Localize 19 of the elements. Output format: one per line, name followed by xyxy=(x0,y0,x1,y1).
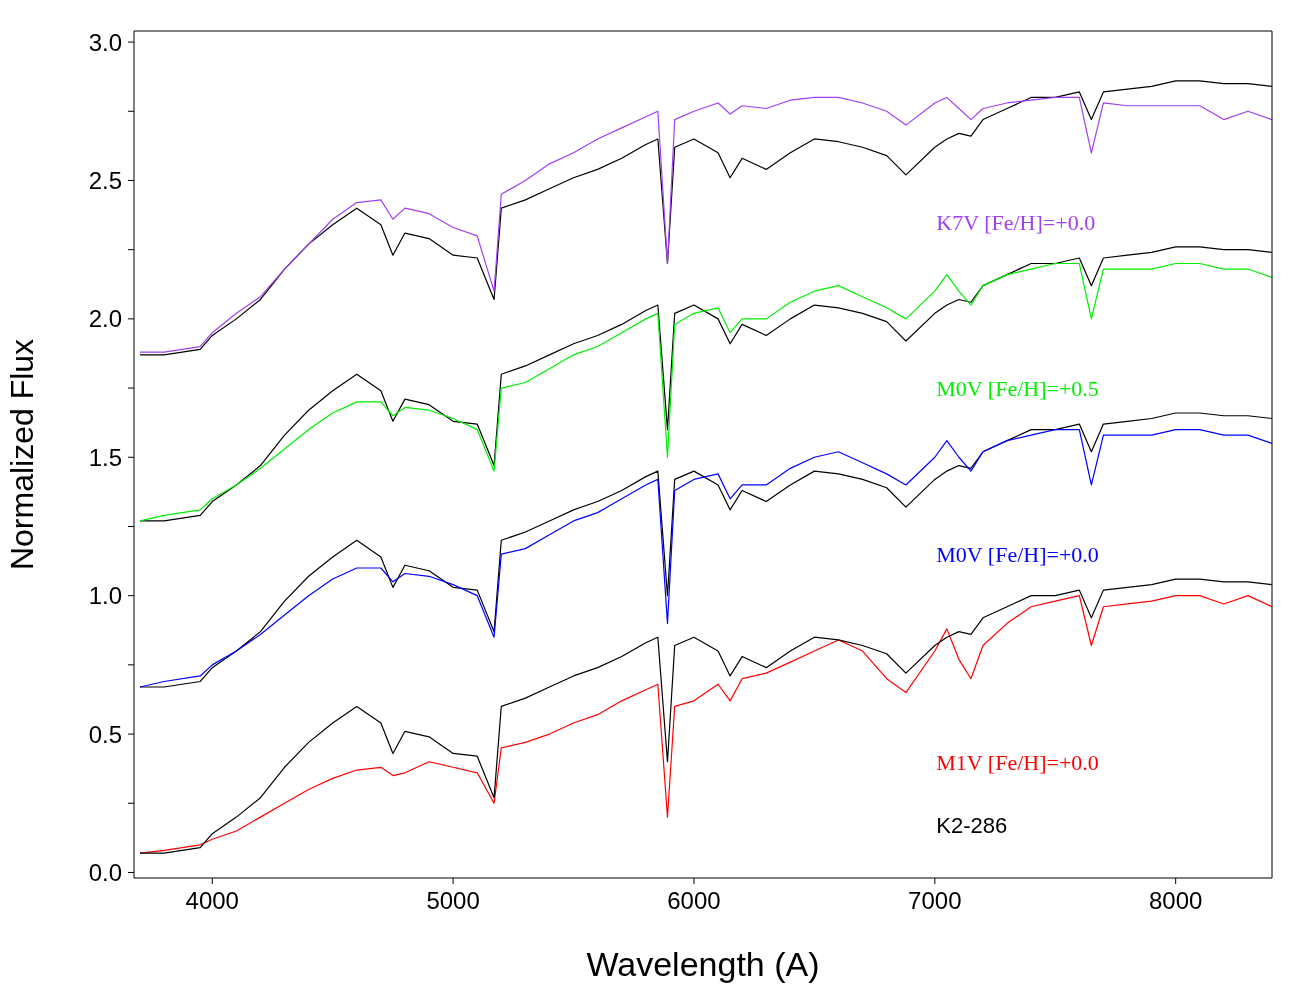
text: K7V [Fe/H]=+0.0 xyxy=(936,209,1096,235)
x-tick-label: 7000 xyxy=(908,887,962,915)
y-tick-label: 1.0 xyxy=(88,582,122,610)
y-tick-label: 3.0 xyxy=(88,28,122,56)
y-tick-label: 0.0 xyxy=(88,858,122,886)
text: M0V [Fe/H]=+0.5 xyxy=(936,375,1099,401)
x-axis-title: Wavelength (A) xyxy=(586,945,820,983)
x-tick-label: 8000 xyxy=(1148,887,1203,915)
x-tick-label: 6000 xyxy=(667,887,721,915)
x-tick-label: 5000 xyxy=(426,887,480,915)
text: M1V [Fe/H]=+0.0 xyxy=(936,749,1099,775)
text: K2-286 xyxy=(936,813,1008,839)
y-tick-label: 2.0 xyxy=(88,305,122,333)
text: M0V [Fe/H]=+0.0 xyxy=(936,541,1099,567)
x-tick-label: 4000 xyxy=(185,887,239,915)
y-axis-title: Normalized Flux xyxy=(4,338,41,571)
y-tick-label: 2.5 xyxy=(88,166,122,194)
y-tick-label: 1.5 xyxy=(88,443,122,471)
y-tick-label: 0.5 xyxy=(88,720,122,748)
